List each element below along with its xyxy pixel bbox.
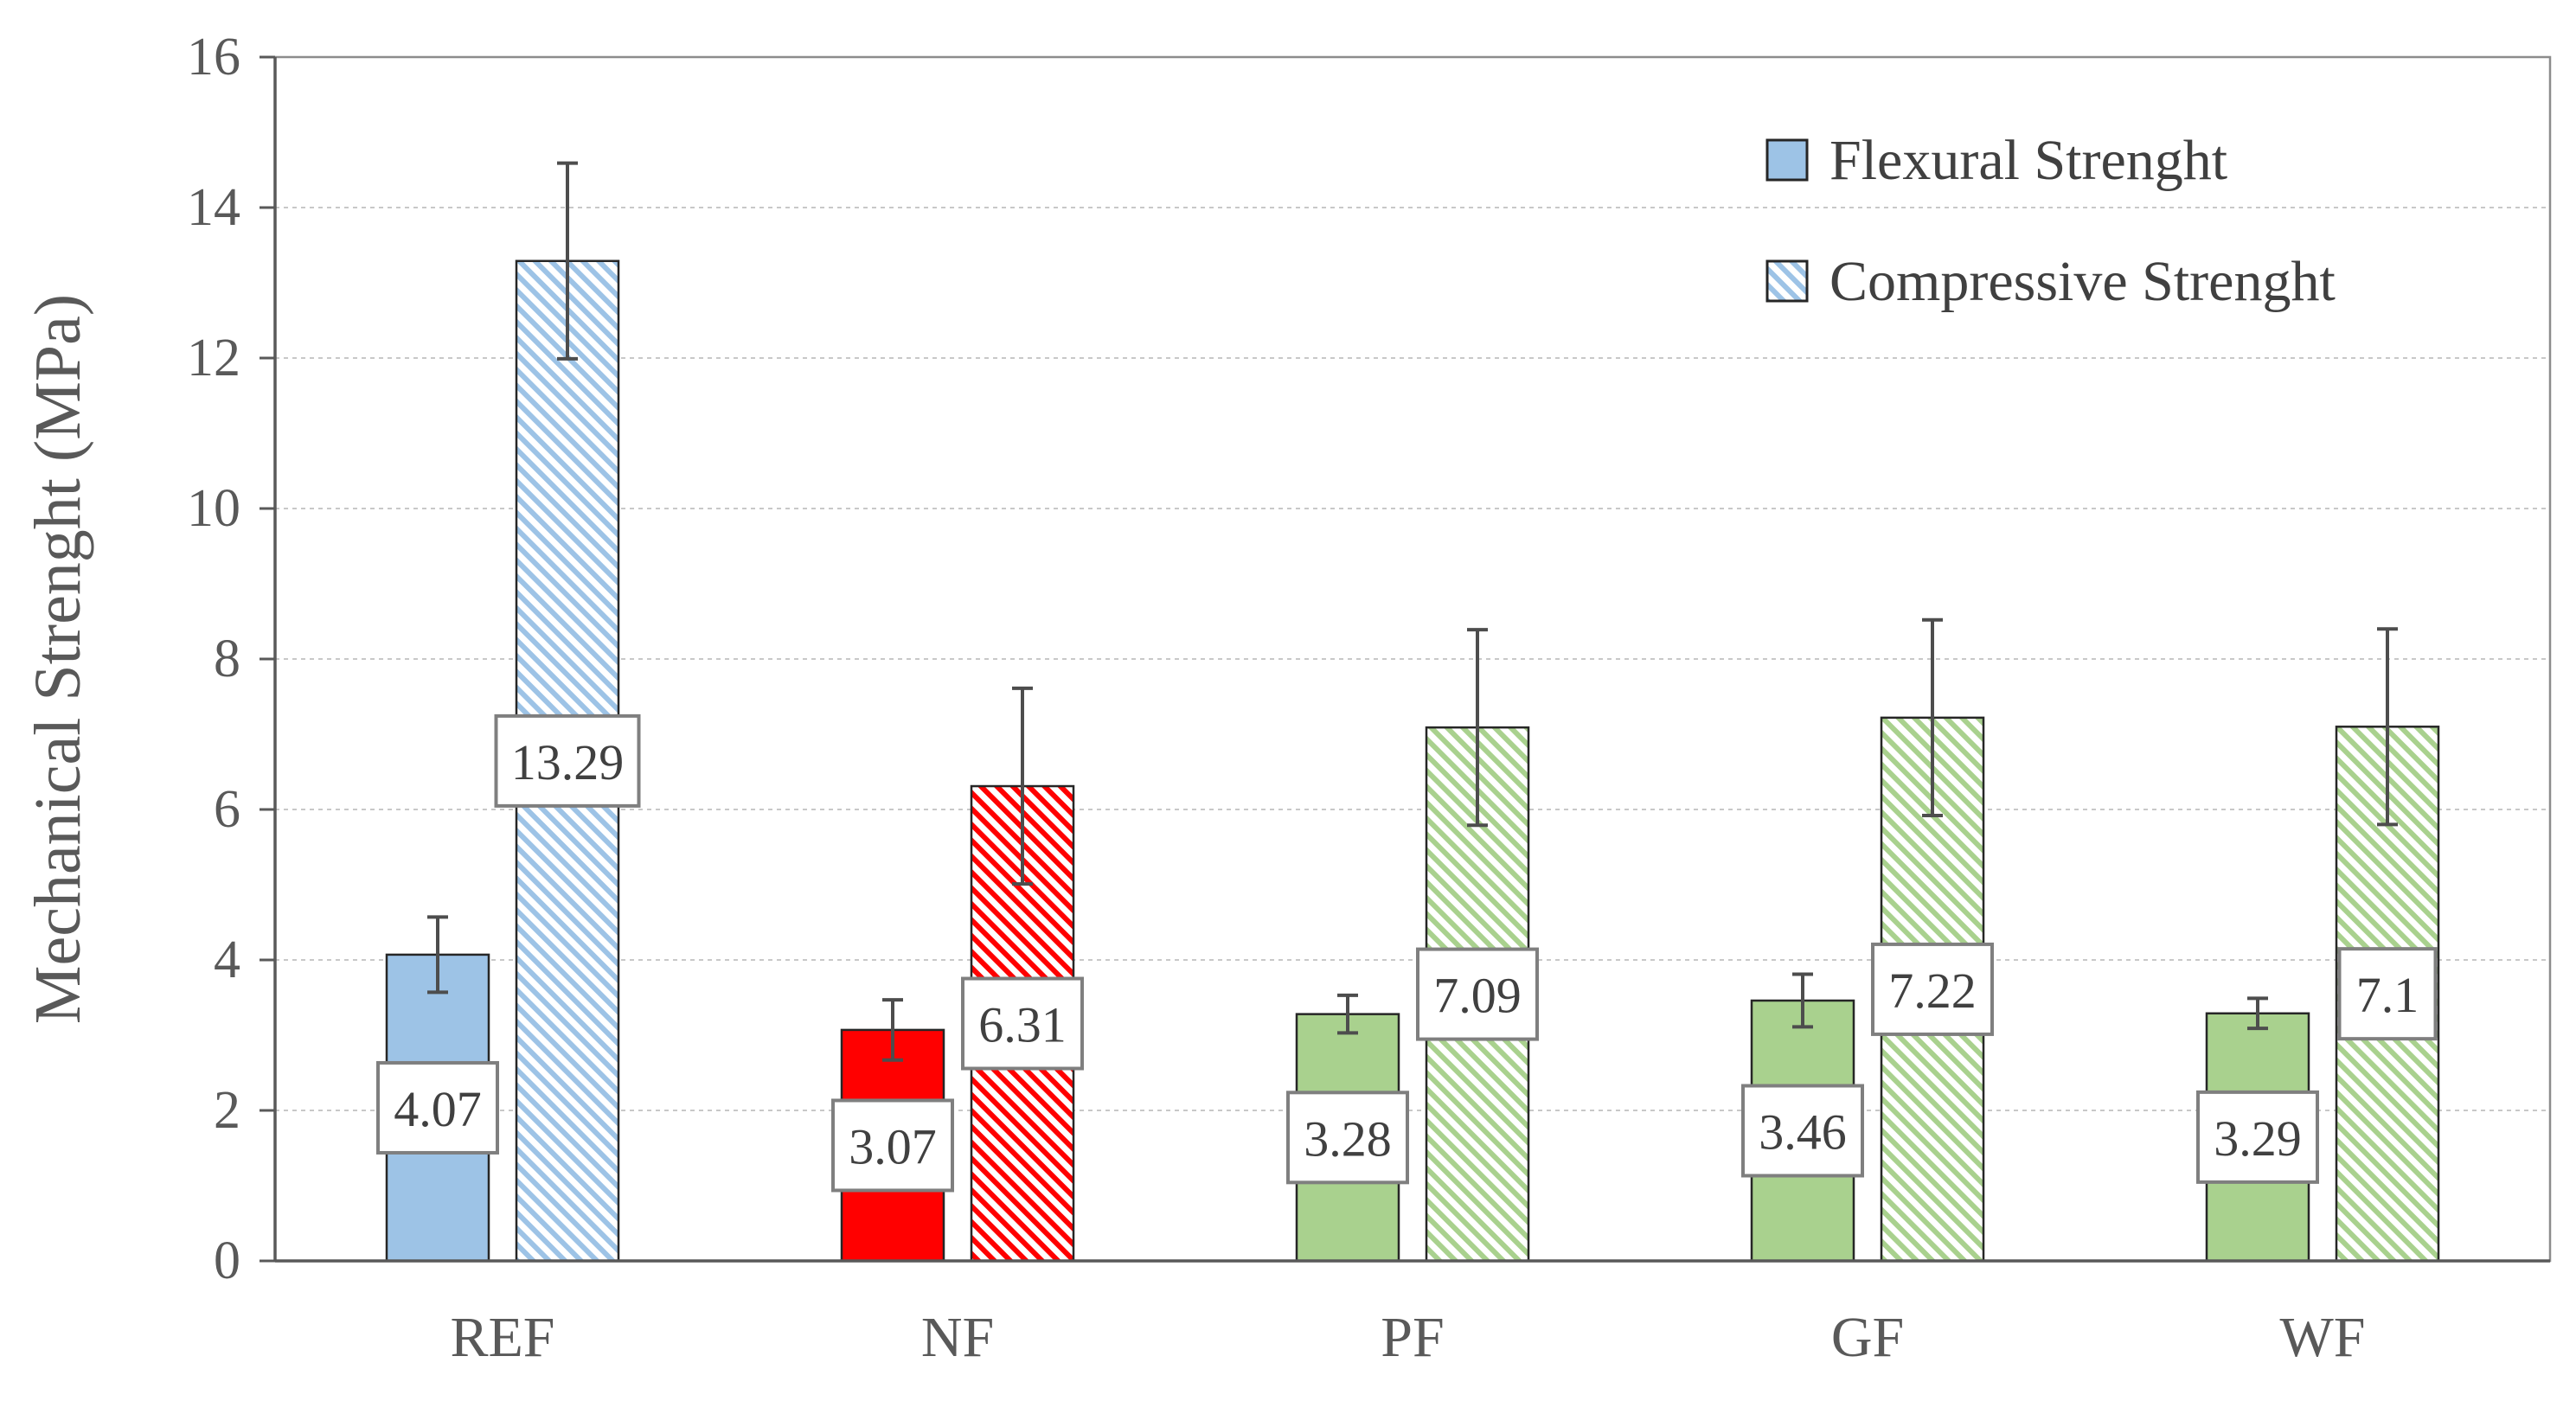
data-label-text: 3.46 xyxy=(1759,1104,1847,1160)
data-label-box xyxy=(831,1098,954,1193)
error-bar-flexural-ref xyxy=(427,915,448,995)
y-tick-label: 12 xyxy=(187,329,240,387)
data-label-box xyxy=(961,976,1084,1071)
y-axis-title: Mechanical Strenght (MPa) xyxy=(22,294,94,1024)
error-bar-flexural-gf xyxy=(1792,972,1813,1029)
data-label-text: 6.31 xyxy=(978,997,1067,1053)
error-bar-flexural-pf xyxy=(1337,993,1358,1035)
data-label-compressive-pf: 7.09 xyxy=(1416,947,1539,1041)
error-bar-compressive-gf xyxy=(1922,617,1943,817)
data-label-text: 7.09 xyxy=(1433,968,1522,1024)
data-label-box xyxy=(494,713,641,808)
x-tick-label-wf: WF xyxy=(2280,1306,2366,1369)
data-label-flexural-gf: 3.46 xyxy=(1741,1084,1864,1178)
error-bar-flexural-nf xyxy=(882,998,903,1062)
data-label-text: 3.29 xyxy=(2214,1110,2302,1167)
data-label-text: 3.28 xyxy=(1304,1110,1392,1167)
legend-swatch-solid xyxy=(1765,138,1809,182)
data-label-compressive-wf: 7.1 xyxy=(2337,947,2438,1041)
data-label-box xyxy=(2196,1090,2319,1184)
data-labels-layer: 4.07 13.29 3.07 6.31 3.28 7.09 3.46 7.22 3.29 7.1 xyxy=(376,713,2438,1193)
y-tick-label: 0 xyxy=(214,1231,240,1290)
error-bar-compressive-nf xyxy=(1012,686,1033,886)
x-tick-label-ref: REF xyxy=(450,1306,554,1369)
x-tick-label-nf: NF xyxy=(921,1306,994,1369)
legend-label: Compressive Strenght xyxy=(1829,250,2336,313)
error-bar-compressive-pf xyxy=(1467,628,1488,828)
data-label-box xyxy=(1416,947,1539,1041)
legend: Flexural Strenght Compressive Strenght xyxy=(1765,129,2336,313)
data-label-text: 7.22 xyxy=(1888,963,1977,1019)
gridlines xyxy=(275,207,2550,1111)
y-tick-label: 2 xyxy=(214,1081,240,1140)
y-tick-label: 6 xyxy=(214,780,240,839)
error-bar-compressive-wf xyxy=(2377,627,2398,827)
axes-layer: 0 2 4 6 8 10 12 14 16 Mechanical Strenght (MPa) RE… xyxy=(22,28,2552,1369)
data-label-compressive-ref: 13.29 xyxy=(494,713,641,808)
data-label-box xyxy=(1741,1084,1864,1178)
data-label-text: 4.07 xyxy=(394,1081,482,1137)
error-bar-flexural-wf xyxy=(2247,996,2268,1031)
data-label-box xyxy=(2337,947,2438,1041)
legend-item-flexural: Flexural Strenght xyxy=(1765,129,2227,192)
x-tick-label-pf: PF xyxy=(1381,1306,1444,1369)
data-label-box xyxy=(1871,942,1994,1036)
y-tick-label: 8 xyxy=(214,630,240,688)
legend-swatch-hatched xyxy=(1765,259,1809,303)
data-label-compressive-gf: 7.22 xyxy=(1871,942,1994,1036)
y-tick-label: 4 xyxy=(214,931,240,989)
y-tick-label: 14 xyxy=(187,178,240,237)
data-label-flexural-wf: 3.29 xyxy=(2196,1090,2319,1184)
data-label-text: 7.1 xyxy=(2356,967,2419,1023)
data-label-text: 3.07 xyxy=(849,1118,937,1174)
y-tick-label: 16 xyxy=(187,28,240,86)
data-label-compressive-nf: 6.31 xyxy=(961,976,1084,1071)
data-label-flexural-pf: 3.28 xyxy=(1286,1091,1409,1185)
error-bar-compressive-ref xyxy=(557,161,578,361)
y-tick-label: 10 xyxy=(187,479,240,538)
legend-item-compressive: Compressive Strenght xyxy=(1765,250,2336,313)
legend-label: Flexural Strenght xyxy=(1829,129,2227,192)
data-label-text: 13.29 xyxy=(511,734,625,790)
error-bars-layer xyxy=(427,161,2398,1062)
x-tick-label-gf: GF xyxy=(1831,1306,1904,1369)
data-label-flexural-nf: 3.07 xyxy=(831,1098,954,1193)
data-label-flexural-ref: 4.07 xyxy=(376,1060,499,1155)
data-label-box xyxy=(376,1060,499,1155)
data-label-box xyxy=(1286,1091,1409,1185)
